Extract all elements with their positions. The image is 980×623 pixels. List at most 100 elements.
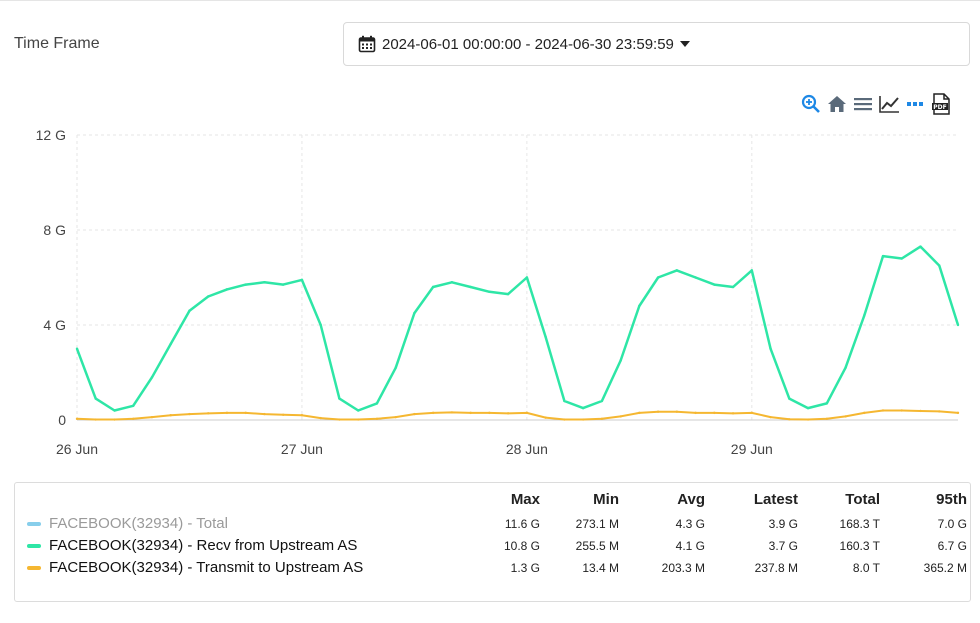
data-point <box>263 412 266 416</box>
data-point <box>469 285 472 289</box>
legend-row[interactable]: FACEBOOK(32934) - Transmit to Upstream A… <box>15 557 970 579</box>
data-point <box>956 323 960 327</box>
data-point <box>132 417 135 421</box>
data-point <box>281 283 285 286</box>
data-point <box>769 347 772 350</box>
data-point <box>919 409 922 413</box>
stats-cell: 237.8 M <box>754 561 798 575</box>
data-point <box>356 418 360 421</box>
legend-series-name: FACEBOOK(32934) - Total <box>49 515 228 532</box>
stats-cell: 10.8 G <box>503 539 540 553</box>
data-point <box>300 414 304 417</box>
data-point <box>731 285 735 289</box>
stats-cell: 255.5 M <box>575 539 619 553</box>
data-point <box>694 276 697 279</box>
zoom-in-icon[interactable] <box>800 93 822 115</box>
data-point <box>207 295 210 298</box>
data-point <box>338 418 341 421</box>
data-point <box>713 283 716 286</box>
data-point <box>450 411 454 414</box>
data-point <box>94 418 97 421</box>
data-point <box>94 397 97 400</box>
data-point <box>169 414 172 417</box>
data-point <box>788 418 791 421</box>
y-tick-label: 0 <box>58 412 66 428</box>
data-point <box>731 412 735 415</box>
data-point <box>338 397 341 400</box>
data-point <box>563 418 566 421</box>
more-icon[interactable] <box>904 93 926 115</box>
time-frame-value: 2024-06-01 00:00:00 - 2024-06-30 23:59:5… <box>382 35 674 53</box>
legend-row[interactable]: FACEBOOK(32934) - Recv from Upstream AS 1… <box>15 535 970 557</box>
data-point <box>900 409 903 412</box>
stats-column-header: Max <box>510 491 540 508</box>
stats-cell: 6.7 G <box>937 539 967 553</box>
legend-row[interactable]: FACEBOOK(32934) - Total 11.6 G 273.1 M 4.3 … <box>15 513 970 535</box>
data-point <box>806 418 810 421</box>
data-point <box>544 416 547 419</box>
plot-area <box>77 135 958 420</box>
series-line-2 <box>76 409 959 421</box>
svg-text:PDF: PDF <box>933 104 946 111</box>
stats-cell: 1.3 G <box>510 561 540 575</box>
data-point <box>132 404 135 407</box>
pdf-icon[interactable]: PDF <box>930 93 952 115</box>
stats-column-header: Min <box>593 491 619 508</box>
data-point <box>75 347 79 350</box>
menu-icon[interactable] <box>852 93 874 115</box>
y-tick-label: 12 G <box>36 127 66 143</box>
stats-cell: 365.2 M <box>923 561 967 575</box>
data-point <box>356 409 360 412</box>
series-line-1 <box>75 245 960 412</box>
data-point <box>713 411 716 415</box>
data-point <box>225 288 229 291</box>
line-chart-icon[interactable] <box>878 93 900 115</box>
data-point <box>150 415 154 419</box>
legend-series-name: FACEBOOK(32934) - Recv from Upstream AS <box>49 537 358 554</box>
legend-swatch <box>27 544 41 548</box>
data-point <box>769 415 772 419</box>
chart-toolbar: PDF <box>800 92 956 116</box>
data-point <box>113 418 116 421</box>
data-point <box>375 417 379 421</box>
data-point <box>881 409 885 412</box>
home-icon[interactable] <box>826 93 848 115</box>
data-point <box>544 335 547 339</box>
data-point <box>75 417 79 421</box>
y-tick-label: 4 G <box>43 317 66 333</box>
data-point <box>431 411 435 415</box>
data-point <box>600 417 604 421</box>
data-point <box>863 411 866 415</box>
x-tick-label: 27 Jun <box>281 441 323 457</box>
time-frame-selector[interactable]: 2024-06-01 00:00:00 - 2024-06-30 23:59:5… <box>343 22 970 66</box>
time-frame-label: Time Frame <box>14 35 100 52</box>
data-point <box>600 399 604 403</box>
legend-swatch <box>27 522 41 526</box>
x-tick-label: 28 Jun <box>506 441 548 457</box>
stats-cell: 4.3 G <box>675 517 705 531</box>
data-point <box>788 397 791 400</box>
data-point <box>956 411 960 415</box>
data-point <box>263 281 266 284</box>
stats-cell: 7.0 G <box>937 517 967 531</box>
data-point <box>413 412 416 416</box>
data-point <box>169 342 172 346</box>
data-point <box>525 411 529 415</box>
stats-cell: 160.3 T <box>839 539 880 553</box>
stats-cell: 11.6 G <box>504 517 540 531</box>
stats-cell: 3.9 G <box>768 517 798 531</box>
data-point <box>225 411 229 415</box>
data-point <box>488 290 491 293</box>
data-point <box>750 269 754 272</box>
data-point <box>675 269 679 272</box>
data-point <box>244 283 247 286</box>
data-point <box>563 399 566 403</box>
data-point <box>938 410 941 413</box>
data-point <box>413 311 416 315</box>
data-point <box>113 409 116 412</box>
data-point <box>394 415 397 419</box>
data-point <box>281 413 285 416</box>
stats-column-header: Total <box>845 491 880 508</box>
x-tick-label: 26 Jun <box>56 441 98 457</box>
stats-cell: 4.1 G <box>675 539 705 553</box>
